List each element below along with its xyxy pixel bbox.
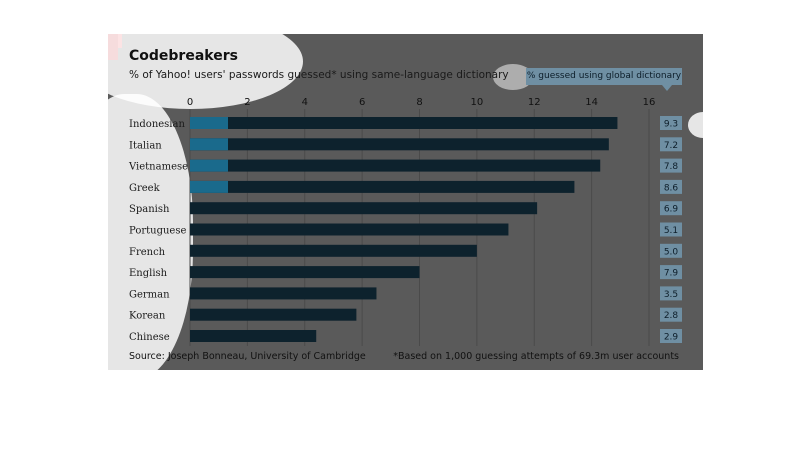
bar — [190, 117, 618, 129]
bar — [190, 244, 477, 257]
bar-highlight — [190, 180, 228, 193]
x-tick-label: 12 — [528, 97, 541, 108]
source-note: Source: Joseph Bonneau, University of Ca… — [129, 351, 366, 362]
highlight-blob — [108, 94, 193, 370]
global-value-badge — [660, 265, 682, 280]
global-value-label: 2.9 — [664, 333, 679, 343]
highlight-blob — [688, 112, 703, 138]
category-label: Chinese — [129, 332, 170, 343]
bar — [190, 223, 509, 236]
bar — [190, 159, 601, 172]
global-value-label: 8.6 — [664, 183, 679, 193]
bar — [190, 287, 377, 300]
category-label: Italian — [129, 140, 162, 151]
bar — [190, 180, 575, 193]
category-label: Vietnamese — [128, 162, 188, 173]
x-tick-label: 2 — [244, 97, 250, 108]
bar — [190, 138, 609, 151]
category-label: German — [129, 289, 170, 300]
bar — [190, 266, 420, 279]
global-value-badge — [660, 179, 682, 194]
category-label: Spanish — [129, 204, 170, 215]
global-value-label: 7.8 — [664, 162, 679, 172]
chart-subtitle: % of Yahoo! users' passwords guessed* us… — [129, 69, 509, 81]
x-tick-label: 10 — [471, 97, 484, 108]
category-label: Greek — [129, 183, 161, 194]
global-value-label: 2.8 — [664, 311, 679, 321]
chart-title: Codebreakers — [129, 48, 238, 64]
bar-highlight — [190, 138, 228, 151]
global-value-label: 6.9 — [664, 205, 679, 215]
global-value-label: 3.5 — [664, 290, 678, 300]
bar-highlight — [190, 117, 228, 129]
legend-global-dictionary: % guessed using global dictionary — [526, 68, 682, 91]
global-value-label: 7.9 — [664, 269, 679, 279]
global-value-badge — [660, 158, 682, 173]
x-tick-label: 0 — [187, 97, 193, 108]
bar-highlight — [190, 159, 228, 172]
bar — [190, 330, 317, 342]
x-tick-label: 8 — [416, 97, 422, 108]
category-label: French — [129, 247, 166, 258]
x-tick-label: 6 — [359, 97, 365, 108]
x-tick-label: 16 — [643, 97, 656, 108]
bar-plot: 0 2 4 6 8 10 12 14 16 Indonesian 9.3 Italian 7.2 Viet… — [128, 97, 682, 346]
global-value-badge — [660, 243, 682, 258]
x-tick-label: 14 — [585, 97, 598, 108]
bar — [190, 308, 357, 321]
x-tick-label: 4 — [302, 97, 308, 108]
global-value-badge — [660, 201, 682, 216]
global-value-badge — [660, 116, 682, 130]
footnote: *Based on 1,000 guessing attempts of 69.… — [393, 351, 679, 362]
bar — [190, 202, 538, 215]
category-label: Portuguese — [129, 226, 186, 237]
global-value-badge — [660, 329, 682, 343]
global-value-label: 9.3 — [664, 120, 678, 130]
global-value-label: 5.1 — [664, 226, 678, 236]
category-label: Korean — [129, 311, 166, 322]
category-label: Indonesian — [129, 119, 185, 130]
global-value-badge — [660, 137, 682, 152]
global-value-badge — [660, 222, 682, 237]
category-label: English — [129, 268, 168, 279]
global-value-badge — [660, 307, 682, 322]
chart-card: Codebreakers % of Yahoo! users' password… — [108, 34, 703, 370]
global-value-label: 7.2 — [664, 141, 678, 151]
global-value-label: 5.0 — [664, 247, 679, 257]
global-value-badge — [660, 286, 682, 301]
